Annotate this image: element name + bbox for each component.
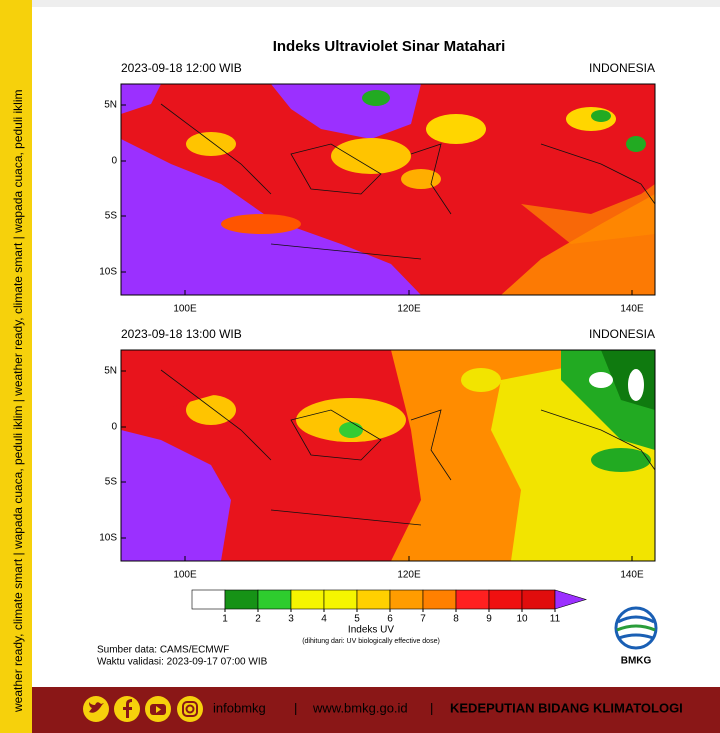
colorbar-bin [389, 589, 424, 610]
lat-label: 5N [104, 366, 117, 377]
lon-label: 120E [397, 304, 421, 315]
colorbar-bin [323, 589, 358, 610]
colorbar-tick-label: 10 [516, 614, 528, 625]
lat-label: 5S [105, 211, 118, 222]
lat-label: 10S [99, 267, 117, 278]
colorbar-bin [191, 589, 226, 610]
panel-time: 2023-09-18 13:00 WIB [121, 327, 242, 341]
colorbar-tick-label: 5 [354, 614, 360, 625]
lon-label: 140E [620, 570, 644, 581]
panel-time: 2023-09-18 12:00 WIB [121, 61, 242, 75]
logo-text: BMKG [621, 656, 652, 667]
top-border [32, 0, 720, 7]
validity-text: Waktu validasi: 2023-09-17 07:00 WIB [97, 657, 268, 668]
colorbar-tick-label: 11 [550, 614, 561, 625]
footer-unit: KEDEPUTIAN BIDANG KLIMATOLOGI [450, 700, 683, 715]
lon-label: 100E [173, 304, 197, 315]
colorbar-tick-label: 9 [486, 614, 492, 625]
lon-label: 120E [397, 570, 421, 581]
colorbar-bin [488, 589, 523, 610]
colorbar-tick-label: 8 [453, 614, 459, 625]
uv-map [120, 349, 656, 562]
colorbar-bin [224, 589, 259, 610]
panel-region: INDONESIA [589, 61, 655, 75]
side-text: weather ready, climate smart | wapada cu… [11, 89, 25, 713]
colorbar-bin [356, 589, 391, 610]
uv-map [120, 83, 656, 296]
lat-label: 0 [111, 422, 117, 433]
footer-handle: infobmkg [213, 700, 266, 715]
lat-label: 10S [99, 533, 117, 544]
footer-separator: | [430, 700, 433, 715]
colorbar: 1 2 3 4 5 6 7 8 9 10 11 [191, 589, 588, 625]
bmkg-logo [614, 606, 658, 650]
colorbar-tick-label: 2 [255, 614, 261, 625]
map-title: Indeks Ultraviolet Sinar Matahari [273, 38, 506, 55]
colorbar-note: (dihitung dari: UV biologically effectiv… [302, 638, 440, 645]
colorbar-tick-label: 4 [321, 614, 327, 625]
lon-label: 140E [620, 304, 644, 315]
colorbar-tick-label: 6 [387, 614, 393, 625]
social-icons [83, 696, 203, 722]
colorbar-bin [455, 589, 490, 610]
side-stripe [0, 0, 32, 733]
colorbar-label: Indeks UV [348, 625, 394, 636]
colorbar-bin [257, 589, 292, 610]
colorbar-tick-label: 3 [288, 614, 294, 625]
lat-label: 5S [105, 477, 118, 488]
footer-separator: | [294, 700, 297, 715]
lon-label: 100E [173, 570, 197, 581]
colorbar-bin [290, 589, 325, 610]
lat-label: 0 [111, 156, 117, 167]
colorbar-bin [521, 589, 556, 610]
colorbar-tick-label: 1 [222, 614, 228, 625]
source-text: Sumber data: CAMS/ECMWF [97, 645, 229, 656]
colorbar-tick-label: 7 [420, 614, 426, 625]
footer-website: www.bmkg.go.id [312, 700, 408, 715]
colorbar-bin [422, 589, 457, 610]
colorbar-extension [554, 589, 588, 610]
panel-region: INDONESIA [589, 327, 655, 341]
lat-label: 5N [104, 100, 117, 111]
